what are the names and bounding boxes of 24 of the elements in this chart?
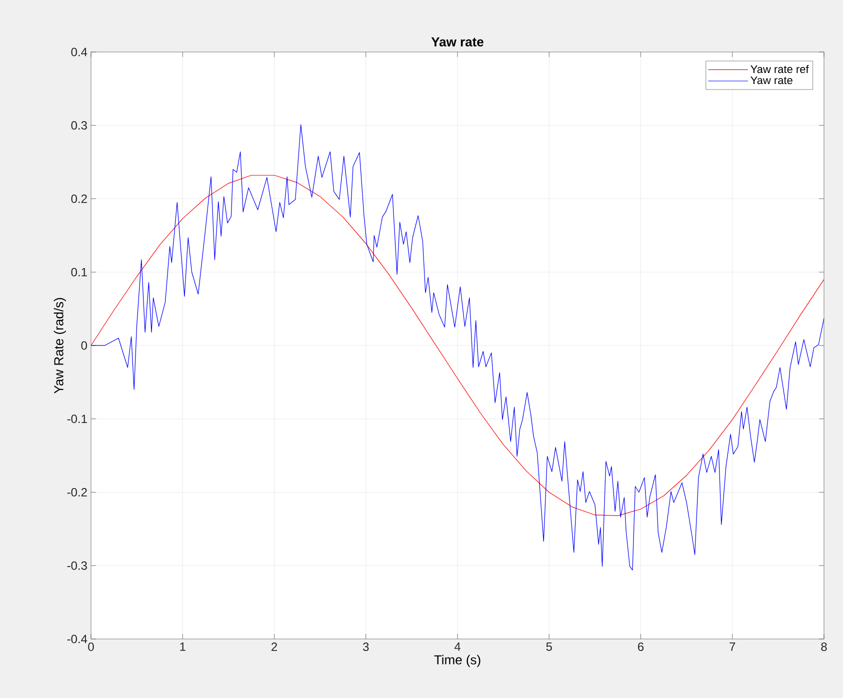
x-tick-label: 0 <box>88 642 94 652</box>
y-tick-label: 0.2 <box>71 194 87 203</box>
x-tick-label: 2 <box>272 642 277 651</box>
y-tick-label: 0.3 <box>71 121 87 130</box>
y-tick-label: -0.3 <box>67 561 87 570</box>
legend-label: Yaw rate ref <box>750 65 809 74</box>
x-tick-label: 7 <box>730 642 736 651</box>
x-axis-title: Time (s) <box>434 654 480 667</box>
y-tick-label: 0.4 <box>71 48 88 56</box>
legend-label: Yaw rate <box>750 76 792 84</box>
line-series <box>91 124 824 570</box>
y-axis-title: Yaw Rate (rad/s) <box>54 298 66 394</box>
x-tick-label: 6 <box>638 642 644 652</box>
x-tick-label: 5 <box>546 642 552 651</box>
y-tick-label: -0.2 <box>67 488 87 496</box>
y-tick-label: -0.4 <box>67 634 88 644</box>
x-tick-label: 3 <box>362 642 369 652</box>
x-tick-label: 4 <box>454 642 460 651</box>
y-tick-label: -0.1 <box>67 414 87 424</box>
y-tick-label: 0 <box>81 341 88 350</box>
x-tick-label: 8 <box>821 642 827 652</box>
y-tick-label: 0.1 <box>71 268 87 276</box>
x-tick-label: 1 <box>180 642 186 651</box>
chart-title: Yaw rate <box>431 37 484 46</box>
